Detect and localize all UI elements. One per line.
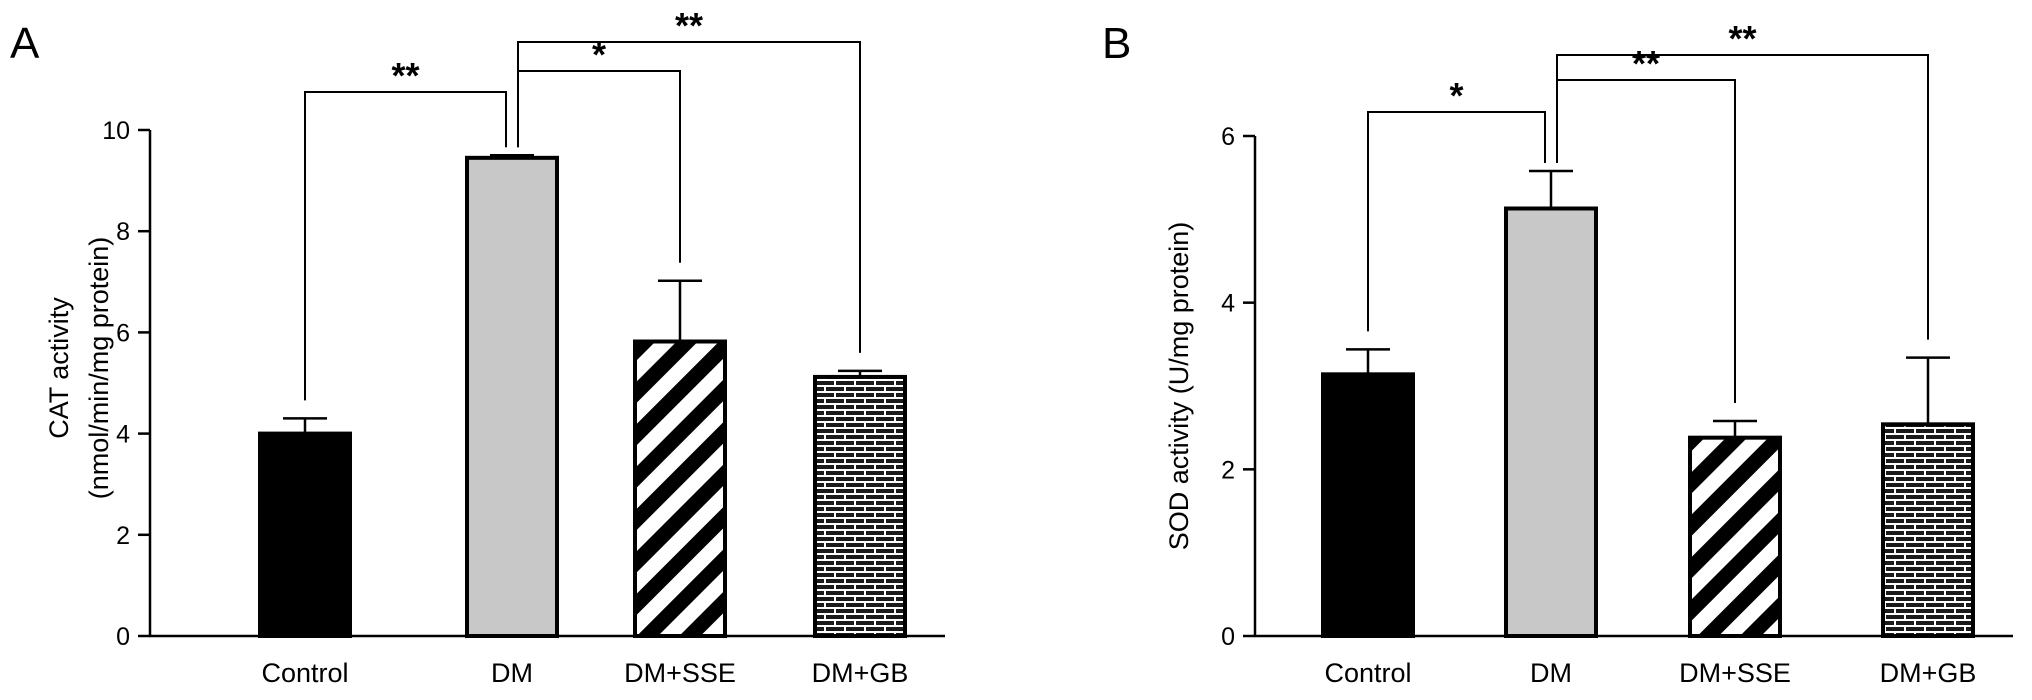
x-category-label: DM (1530, 658, 1572, 688)
y-tick-label: 0 (1221, 623, 1235, 651)
y-tick-label: 2 (1221, 456, 1235, 484)
bar-dm (1504, 206, 1598, 638)
significance-bracket (1556, 54, 1929, 340)
significance-label: ** (391, 55, 419, 96)
significance-label: * (592, 34, 606, 75)
y-tick-label: 6 (116, 319, 130, 347)
y-axis-label: (nmol/min/mg protein) (84, 237, 114, 500)
x-category-label: DM+GB (812, 658, 909, 688)
y-axis-label: CAT activity (44, 297, 74, 439)
bar-control (1321, 372, 1415, 638)
bar-dm (465, 155, 559, 639)
y-tick-label: 0 (116, 623, 130, 651)
x-category-label: DM+SSE (624, 658, 736, 688)
significance-bracket (1367, 111, 1546, 332)
chart-panel-a: 0 2 4 6 8 10 CAT activity (nmol/min/mg protein)… (44, 5, 945, 688)
panel-letter-b: B (1102, 19, 1131, 68)
bar-dm-sse (633, 339, 727, 638)
y-tick-label: 4 (116, 421, 130, 449)
significance-label: ** (675, 5, 703, 46)
x-category-label: DM+GB (1880, 658, 1977, 688)
significance-label: * (1449, 75, 1463, 116)
significance-label: ** (1728, 18, 1756, 59)
y-tick-label: 10 (102, 117, 130, 145)
bar-dm-sse (1688, 435, 1782, 638)
x-category-label: Control (1324, 658, 1411, 688)
panel-letter-a: A (10, 19, 40, 68)
chart-panel-b: 0 2 4 6 SOD activity (U/mg protein) Control DM… (1164, 18, 2013, 688)
bar-control (258, 431, 352, 638)
y-axis-label: SOD activity (U/mg protein) (1164, 222, 1194, 551)
y-tick-label: 4 (1221, 290, 1235, 318)
y-tick-label: 8 (116, 218, 130, 246)
significance-bracket (517, 41, 861, 353)
y-tick-label: 2 (116, 522, 130, 550)
y-tick-label: 6 (1221, 123, 1235, 151)
x-category-label: DM+SSE (1679, 658, 1791, 688)
significance-bracket (304, 91, 507, 401)
bar-dm-gb (1881, 422, 1975, 639)
x-category-label: DM (491, 658, 533, 688)
x-category-label: Control (261, 658, 348, 688)
significance-label: ** (1632, 43, 1660, 84)
bar-dm-gb (813, 374, 907, 638)
